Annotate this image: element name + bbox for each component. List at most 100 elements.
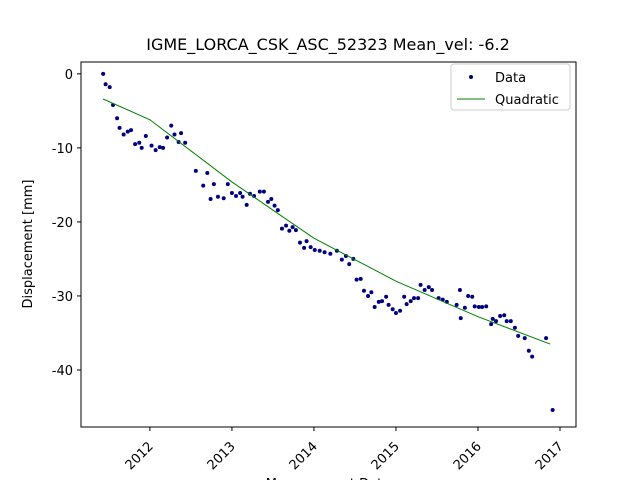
x-tick-label: 2016 <box>451 439 485 473</box>
data-point <box>143 134 148 139</box>
y-tick-label: 0 <box>65 68 73 83</box>
data-point <box>133 142 138 147</box>
data-point <box>402 294 407 299</box>
fit-line <box>102 98 551 345</box>
data-point <box>137 140 142 145</box>
data-point <box>229 191 234 196</box>
data-point <box>317 248 322 253</box>
data-point <box>287 228 292 233</box>
data-point <box>272 203 277 208</box>
data-point <box>361 288 366 293</box>
data-point <box>107 85 112 90</box>
x-axis-label: Measurement Date <box>266 477 390 480</box>
data-point <box>416 296 421 301</box>
data-point <box>490 316 495 321</box>
data-point <box>366 293 371 298</box>
data-point <box>390 307 395 312</box>
data-point <box>498 313 503 318</box>
data-point <box>516 333 521 338</box>
data-point <box>526 348 531 353</box>
data-point <box>284 223 289 228</box>
data-point <box>466 293 471 298</box>
data-point <box>244 202 249 207</box>
data-point <box>172 132 177 137</box>
data-point <box>266 199 271 204</box>
data-point <box>117 125 122 130</box>
data-point <box>139 145 144 150</box>
y-tick-label: -20 <box>52 216 73 231</box>
data-point <box>544 336 549 341</box>
data-point <box>157 145 162 150</box>
data-point <box>339 257 344 262</box>
data-point <box>476 305 481 310</box>
data-point <box>508 319 513 324</box>
data-point <box>215 194 220 199</box>
data-point <box>240 194 245 199</box>
data-point <box>512 325 517 330</box>
legend-label: Quadratic <box>495 93 559 108</box>
data-point <box>393 310 398 315</box>
data-point <box>169 123 174 128</box>
data-point <box>165 135 170 140</box>
data-point <box>308 245 313 250</box>
data-point <box>422 288 427 293</box>
data-point <box>358 276 363 281</box>
legend-marker <box>469 75 473 79</box>
y-tick-label: -40 <box>52 364 73 379</box>
data-point <box>238 191 243 196</box>
data-point <box>211 182 216 187</box>
data-point <box>372 305 377 310</box>
data-point <box>121 132 126 137</box>
data-point <box>149 143 154 148</box>
data-point <box>457 288 462 293</box>
data-point <box>304 239 309 244</box>
data-point <box>261 189 266 194</box>
data-point <box>201 183 206 188</box>
data-point <box>297 240 302 245</box>
x-tick-label: 2012 <box>123 439 157 473</box>
data-point <box>484 304 489 309</box>
data-point <box>454 302 459 307</box>
data-point <box>205 171 210 176</box>
data-point <box>430 288 435 293</box>
data-point <box>412 296 417 301</box>
data-point <box>221 196 226 201</box>
data-point <box>354 277 359 282</box>
data-point <box>153 148 158 153</box>
y-tick-label: -10 <box>52 142 73 157</box>
data-point <box>376 299 381 304</box>
data-point <box>380 299 385 304</box>
data-point <box>530 354 535 359</box>
data-point <box>462 305 467 310</box>
data-point <box>470 294 475 299</box>
data-point <box>101 71 106 76</box>
data-point <box>502 313 507 318</box>
data-point <box>369 290 374 295</box>
data-point <box>275 208 280 213</box>
data-point <box>129 128 134 133</box>
data-point <box>225 182 230 187</box>
x-tick-label: 2013 <box>205 439 239 473</box>
data-point <box>279 226 284 231</box>
data-point <box>404 302 409 307</box>
data-point <box>480 305 485 310</box>
x-tick-label: 2014 <box>287 439 321 473</box>
data-point <box>103 82 108 87</box>
data-point <box>458 316 463 321</box>
data-point <box>312 248 317 253</box>
data-point <box>234 194 239 199</box>
data-point <box>161 145 166 150</box>
data-point <box>208 196 213 201</box>
y-tick-label: -30 <box>52 290 73 305</box>
data-point <box>386 302 391 307</box>
data-point <box>472 304 477 309</box>
data-point <box>522 336 527 341</box>
data-point <box>328 251 333 256</box>
data-point <box>408 299 413 304</box>
data-point <box>183 140 188 145</box>
data-point <box>115 116 120 121</box>
x-tick-label: 2015 <box>369 439 403 473</box>
data-point <box>384 294 389 299</box>
data-point <box>193 168 198 173</box>
